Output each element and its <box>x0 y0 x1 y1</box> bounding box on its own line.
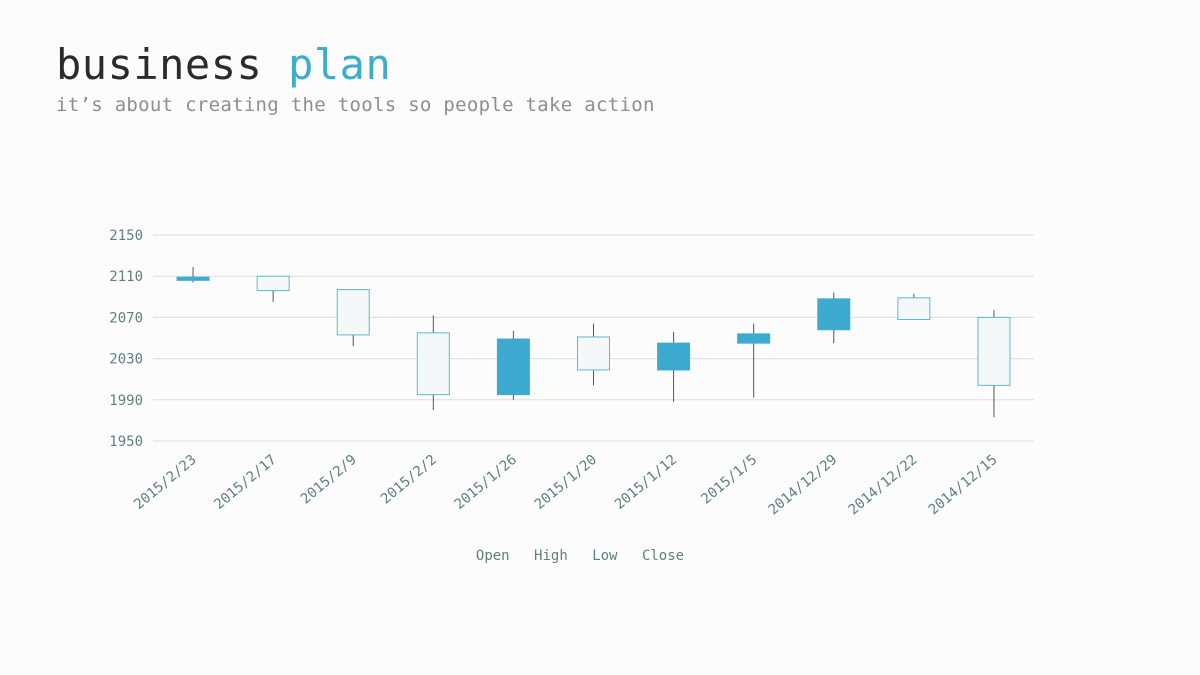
x-tick-label: 2015/2/23 <box>131 452 199 513</box>
page-subtitle: it’s about creating the tools so people … <box>56 94 655 116</box>
y-tick-label: 1950 <box>109 434 143 450</box>
candle-body <box>176 276 210 281</box>
legend-item-high[interactable]: High <box>534 548 568 564</box>
candle-body <box>737 333 771 344</box>
candle-body <box>336 289 370 336</box>
candle[interactable] <box>176 266 210 283</box>
candle[interactable] <box>416 315 450 411</box>
y-tick-label: 2030 <box>109 352 143 368</box>
candle[interactable] <box>817 292 851 344</box>
candle[interactable] <box>577 323 610 386</box>
candle[interactable] <box>737 323 771 398</box>
x-tick-label: 2015/2/2 <box>378 452 440 508</box>
candle-body <box>577 336 610 371</box>
candles <box>176 266 1011 418</box>
x-tick-label: 2015/1/20 <box>532 452 600 513</box>
page-title: business plan <box>56 40 391 89</box>
candle-body <box>657 342 691 371</box>
y-tick-label: 2110 <box>109 269 143 285</box>
x-axis: 2015/2/23 2015/2/17 2015/2/9 2015/2/2 2015/1… <box>131 452 1000 518</box>
candle-body <box>256 275 290 292</box>
x-tick-label: 2015/2/9 <box>298 452 360 508</box>
legend-item-open[interactable]: Open <box>475 548 510 564</box>
y-axis: 2150 2110 2070 2030 1990 1950 <box>109 228 143 450</box>
candle[interactable] <box>897 293 931 320</box>
x-tick-label: 2015/2/17 <box>211 452 279 513</box>
y-tick-label: 2150 <box>109 228 143 244</box>
title-main: business <box>56 40 263 89</box>
x-tick-label: 2014/12/15 <box>926 452 1001 518</box>
candle-body <box>416 332 450 396</box>
x-tick-label: 2015/1/5 <box>698 452 760 508</box>
x-tick-label: 2015/1/12 <box>612 452 680 513</box>
x-tick-label: 2015/1/26 <box>452 452 520 513</box>
candle[interactable] <box>336 289 370 347</box>
candle[interactable] <box>496 330 530 400</box>
chart-legend: Open High Low Close <box>0 548 1160 564</box>
candle[interactable] <box>657 331 691 402</box>
y-tick-label: 2070 <box>109 310 143 326</box>
y-tick-label: 1990 <box>109 393 143 409</box>
legend-item-close[interactable]: Close <box>641 548 685 564</box>
candle[interactable] <box>256 275 290 302</box>
candle-body <box>817 298 851 331</box>
candle-body <box>977 316 1011 386</box>
legend-item-low[interactable]: Low <box>592 548 618 564</box>
x-tick-label: 2014/12/29 <box>765 452 840 518</box>
candle-body <box>496 338 530 396</box>
title-accent: plan <box>288 40 392 89</box>
x-tick-label: 2014/12/22 <box>846 452 921 518</box>
candle-body <box>897 297 931 320</box>
candle[interactable] <box>977 310 1011 418</box>
